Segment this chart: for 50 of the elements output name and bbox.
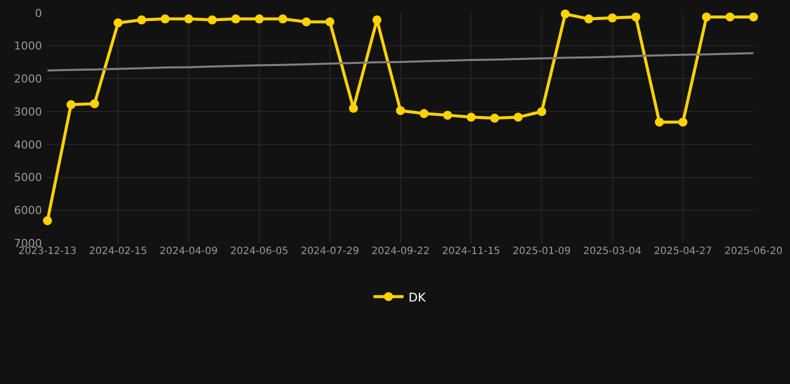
y-tick-label: 2000 (14, 72, 42, 86)
point (443, 110, 452, 120)
point (348, 104, 358, 113)
point (466, 112, 476, 122)
point (372, 15, 382, 24)
point (420, 109, 429, 118)
point (702, 12, 711, 22)
x-tick-label: 2025-03-04 (583, 246, 642, 257)
y-tick-label: 4000 (14, 138, 42, 152)
point (654, 118, 664, 127)
legend-label: DK (408, 290, 427, 304)
point (42, 216, 52, 226)
point (66, 100, 76, 110)
point (514, 112, 523, 122)
y-tick-label: 0 (35, 6, 42, 20)
point (278, 14, 288, 24)
x-tick-label: 2024-04-09 (160, 246, 218, 257)
x-tick-label: 2024-07-29 (300, 246, 359, 257)
x-tick-label: 2025-06-20 (724, 246, 783, 257)
y-tick-label: 3000 (14, 105, 42, 118)
point (137, 15, 146, 24)
y-tick-label: 1000 (14, 40, 42, 53)
point (537, 107, 546, 116)
point (608, 13, 617, 22)
point (114, 18, 123, 28)
point (254, 14, 264, 24)
point (90, 99, 100, 108)
point (725, 12, 734, 22)
line-series (47, 52, 754, 72)
x-tick-label: 2025-04-27 (654, 246, 712, 257)
point (749, 12, 758, 22)
x-tick-label: 2024-11-15 (442, 246, 500, 257)
x-tick-label: 2024-06-05 (230, 246, 288, 257)
y-tick-label: 6000 (14, 204, 42, 217)
point (560, 9, 570, 18)
point (160, 14, 170, 24)
point (678, 118, 688, 127)
point (302, 17, 311, 26)
point (184, 14, 194, 24)
point (490, 114, 500, 123)
x-tick-label: 2024-09-22 (371, 246, 430, 257)
point (396, 106, 405, 116)
point (584, 14, 594, 24)
point (231, 14, 240, 24)
point (325, 17, 334, 26)
y-tick-label: 5000 (14, 171, 42, 184)
x-tick-label: 2024-02-15 (89, 246, 148, 257)
x-tick-label: 2025-01-09 (512, 246, 571, 257)
point (631, 12, 640, 22)
point (208, 15, 217, 24)
